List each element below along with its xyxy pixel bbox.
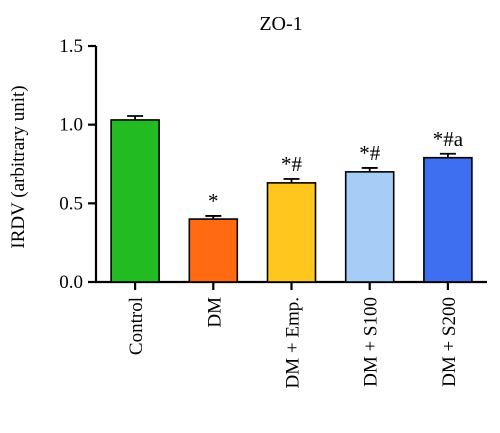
x-tick-label: DM + S200 <box>439 297 460 387</box>
x-tick-label: DM + S100 <box>361 297 382 387</box>
y-tick-label: 1.0 <box>59 115 83 136</box>
bar-2 <box>266 182 317 283</box>
y-tick-label: 0.0 <box>59 272 83 293</box>
significance-label: *# <box>359 141 381 165</box>
significance-label: * <box>208 189 219 213</box>
y-tick-label: 1.5 <box>59 36 83 57</box>
significance-label: *# <box>281 152 303 176</box>
bar-1 <box>188 218 239 283</box>
bar-4 <box>423 156 473 283</box>
bar-0 <box>110 119 160 283</box>
y-tick-label: 0.5 <box>59 193 83 214</box>
chart-title: ZO-1 <box>259 13 302 35</box>
y-axis-label: IRDV (arbitrary unit) <box>8 85 29 248</box>
x-tick-label: Control <box>126 297 147 355</box>
significance-label: *#a <box>433 127 464 151</box>
bar-3 <box>344 171 395 283</box>
plot-area: 0.0 0.5 1.0 1.5 Control DM * DM + Emp. *# DM + S1… <box>59 36 487 388</box>
x-tick-label: DM <box>204 297 225 328</box>
x-tick-label: DM + Emp. <box>283 297 304 388</box>
